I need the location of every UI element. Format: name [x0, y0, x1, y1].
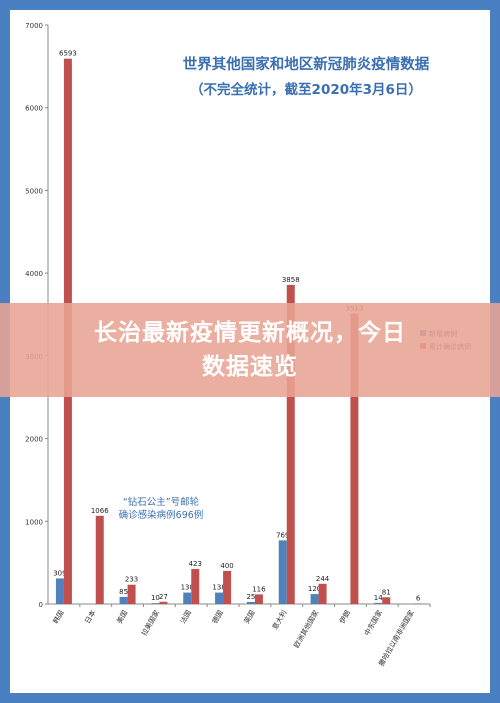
total-case-label: 244 [316, 575, 330, 583]
annotation-line-2: 确诊感染病例696例 [119, 509, 204, 521]
new-case-label: 10 [151, 594, 160, 602]
y-tick-label: 4000 [25, 270, 43, 278]
new-case-bar [310, 594, 319, 604]
chart-title: 世界其他国家和地区新冠肺炎疫情数据 [183, 55, 430, 73]
new-case-label: 25 [246, 593, 255, 601]
y-tick-label: 2000 [25, 436, 43, 444]
y-tick-label: 0 [39, 601, 43, 609]
x-category-label: 伊朗 [337, 609, 352, 626]
new-case-label: 120 [308, 585, 321, 593]
y-tick-label: 5000 [25, 187, 43, 195]
total-case-label: 1066 [91, 507, 109, 515]
total-case-bar [191, 569, 200, 604]
total-case-bar [318, 583, 327, 604]
headline-line-2: 数据速览 [202, 354, 298, 380]
new-case-label: 138 [212, 584, 225, 592]
x-category-label: 撒哈拉以南非洲国家 [377, 609, 416, 668]
total-case-label: 233 [125, 576, 138, 584]
x-category-label: 韩国 [51, 609, 66, 626]
new-case-bar [119, 596, 128, 604]
y-tick-label: 7000 [25, 22, 43, 30]
total-case-label: 423 [189, 560, 202, 568]
chart-subtitle: （不完全统计，截至2020年3月6日） [190, 81, 422, 98]
total-case-label: 3858 [282, 276, 300, 284]
y-tick-label: 1000 [25, 518, 43, 526]
total-case-label: 6593 [59, 50, 77, 58]
total-case-label: 81 [382, 588, 391, 596]
total-case-label: 6 [416, 595, 421, 603]
new-case-label: 138 [181, 584, 194, 592]
total-case-bar [223, 570, 232, 604]
new-case-label: 85 [119, 588, 128, 596]
x-category-label: 日本 [83, 609, 98, 626]
headline-line-1: 长治最新疫情更新概况，今日 [94, 320, 406, 346]
total-case-bar [382, 597, 391, 604]
total-case-bar [159, 601, 168, 604]
new-case-label: 14 [374, 594, 383, 602]
new-case-bar [374, 602, 383, 604]
total-case-bar [254, 594, 263, 604]
x-category-label: 德国 [210, 609, 225, 626]
x-category-label: 欧洲其他国家 [292, 609, 321, 650]
x-category-label: 英国 [242, 609, 257, 626]
x-category-label: 意大利 [270, 609, 288, 632]
x-category-label: 拉美国家 [139, 609, 161, 638]
new-case-bar [215, 592, 224, 604]
total-case-label: 116 [252, 585, 266, 593]
new-case-bar [246, 601, 255, 604]
x-category-label: 美国 [115, 609, 130, 626]
total-case-bar [95, 515, 104, 604]
x-category-label: 中东国家 [362, 609, 384, 638]
total-case-label: 27 [159, 593, 168, 601]
headline-overlay: 长治最新疫情更新概况，今日 数据速览 [0, 303, 500, 397]
total-case-bar [127, 584, 136, 604]
total-case-bar [286, 284, 295, 604]
new-case-label: 769 [276, 531, 289, 539]
new-case-label: 309 [53, 569, 66, 577]
x-category-label: 法国 [178, 609, 193, 626]
new-case-bar [278, 540, 287, 604]
total-case-label: 400 [220, 562, 233, 570]
y-tick-label: 6000 [25, 105, 43, 113]
new-case-bar [55, 578, 64, 604]
new-case-bar [183, 592, 192, 604]
total-case-bar [350, 313, 359, 604]
new-case-bar [151, 603, 160, 604]
annotation-line-1: “钻石公主”号邮轮 [123, 496, 200, 508]
